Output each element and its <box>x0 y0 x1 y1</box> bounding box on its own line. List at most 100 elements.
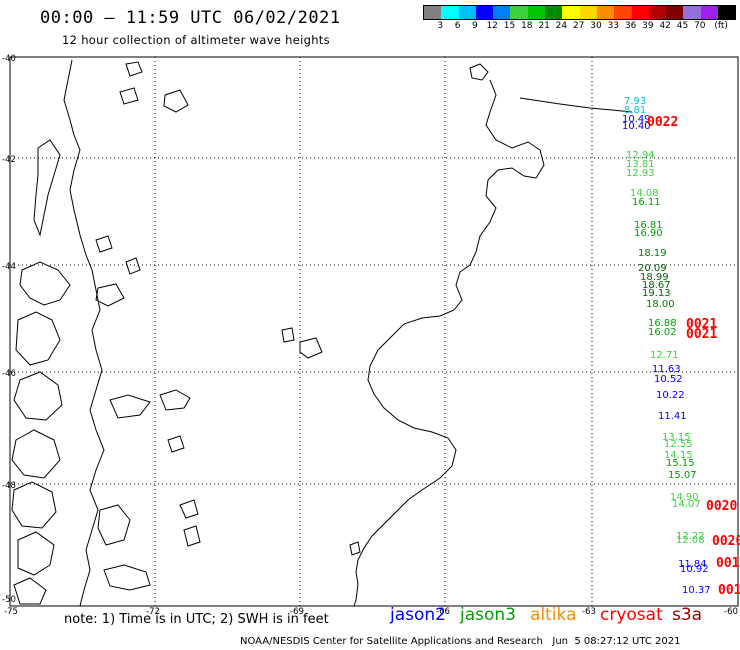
coastline-island-chiloe <box>33 139 61 237</box>
wave-height-value: 14.07 <box>672 499 701 510</box>
wave-height-value: 18.19 <box>638 248 667 259</box>
color-scale-label: 36 <box>624 21 637 31</box>
color-scale-label: 45 <box>676 21 689 31</box>
color-scale-ticks: 3 6 9 12 15 18 21 24 27 30 33 36 39 42 45 70 (ft) <box>423 20 736 32</box>
wave-height-value: 15.07 <box>668 470 697 481</box>
coastline-lake-12 <box>349 541 361 556</box>
time-tag: 0021 <box>686 317 717 332</box>
coastline-archipelago-1 <box>19 261 71 306</box>
coastline-island-8 <box>97 504 131 546</box>
coastline-island-9 <box>103 564 151 591</box>
wave-height-value: 10.22 <box>656 390 685 401</box>
coastline-east <box>353 63 633 607</box>
color-swatch <box>718 6 736 19</box>
color-swatch <box>527 6 546 19</box>
color-swatch <box>666 6 684 19</box>
color-scale-label: 12 <box>486 21 498 31</box>
lat-label: -40 <box>2 54 16 64</box>
wave-height-value: 16.88 <box>648 318 677 329</box>
altimeter-track: 7.938.8110.4910.4012.9413.8112.9314.0816… <box>622 96 711 596</box>
legend-item: jason2 <box>390 605 446 625</box>
legend-item: cryosat <box>600 605 663 625</box>
color-scale-label: 33 <box>607 21 620 31</box>
coastline-lake-10 <box>179 499 199 519</box>
wave-height-value: 12.22 <box>676 531 705 542</box>
color-swatch <box>700 6 719 19</box>
wave-height-value: 11.84 <box>678 559 707 570</box>
lon-label: -66 <box>436 607 450 617</box>
coastline-archipelago-4 <box>11 429 61 479</box>
wave-height-value: 15.15 <box>666 458 695 469</box>
units-note: note: 1) Time is in UTC; 2) SWH is in fe… <box>64 612 329 627</box>
color-scale-label: 30 <box>590 21 602 31</box>
wave-height-value: 18.00 <box>646 299 675 310</box>
credit-footer: NOAA/NESDIS Center for Satellite Applica… <box>240 636 681 647</box>
color-scale-label: 3 <box>437 21 444 31</box>
wave-height-value: 12.71 <box>650 350 679 361</box>
wave-height-value: 10.52 <box>654 374 683 385</box>
coastline-archipelago-3 <box>13 371 63 421</box>
graticule <box>10 57 738 606</box>
wave-height-value: 18.99 <box>640 272 669 283</box>
map-title: 00:00 – 11:59 UTC 06/02/2021 <box>40 8 341 28</box>
wave-height-value: 13.15 <box>662 432 691 443</box>
coastline-lake-11 <box>183 525 201 547</box>
coastline-lake-2 <box>109 394 151 419</box>
wave-height-value: 12.93 <box>626 168 655 179</box>
wave-height-value: 20.09 <box>638 263 667 274</box>
color-scale-label: 18 <box>521 21 533 31</box>
wave-height-value: 13.81 <box>626 159 655 170</box>
wave-height-value: 18.67 <box>642 280 671 291</box>
wave-height-value: 10.49 <box>622 114 651 125</box>
coastline-argentina <box>353 79 545 607</box>
color-swatch <box>510 6 528 19</box>
coastline-archipelago-5 <box>11 481 57 529</box>
lon-label: -72 <box>146 607 160 617</box>
coastline-lake-1 <box>159 389 191 411</box>
coastline-lake-8 <box>95 283 125 307</box>
color-scale-label: (ft) <box>714 21 728 31</box>
color-swatch <box>596 6 615 19</box>
wave-height-value: 12.55 <box>664 439 693 450</box>
color-swatch <box>648 6 667 19</box>
coastline-archipelago-7 <box>13 577 47 605</box>
lat-label: -42 <box>2 155 16 165</box>
wave-height-value: 16.02 <box>648 327 677 338</box>
color-swatch <box>441 6 459 19</box>
lon-label: -63 <box>582 607 596 617</box>
coastline-lake-13 <box>299 337 323 359</box>
lon-label: -60 <box>724 607 738 617</box>
color-swatch <box>545 6 563 19</box>
color-swatch <box>475 6 494 19</box>
color-scale-label: 24 <box>555 21 568 31</box>
wave-height-value: 10.40 <box>622 121 651 132</box>
coastline-west <box>11 59 361 607</box>
color-swatch <box>493 6 511 19</box>
lat-label: -44 <box>2 262 16 272</box>
coastline-gulf-sanmatias <box>519 97 633 113</box>
color-scale-label: 9 <box>472 21 478 31</box>
map-frame <box>9 56 739 607</box>
coastline-lake-14 <box>281 327 295 343</box>
coastline-lake-4 <box>119 87 139 105</box>
time-tag: 0019 <box>718 583 740 598</box>
time-tag: 0022 <box>647 115 678 130</box>
color-scale-label: 42 <box>659 21 671 31</box>
map-subtitle: 12 hour collection of altimeter wave hei… <box>62 33 330 47</box>
wave-height-value: 14.08 <box>630 188 659 199</box>
legend-item: s3a <box>672 605 703 625</box>
coastline-lake-7 <box>125 257 141 275</box>
wave-height-value: 8.81 <box>624 105 646 116</box>
wave-height-value: 14.90 <box>670 492 699 503</box>
legend-item: jason3 <box>460 605 516 625</box>
color-swatch <box>579 6 597 19</box>
legend-item: altika <box>530 605 577 625</box>
wave-height-value: 10.37 <box>682 585 711 596</box>
color-swatch <box>614 6 632 19</box>
wave-height-value: 12.08 <box>676 535 705 546</box>
coastline-lake-5 <box>163 89 189 113</box>
wave-height-value: 11.63 <box>652 364 681 375</box>
coastline-chile-mainland <box>63 59 105 607</box>
